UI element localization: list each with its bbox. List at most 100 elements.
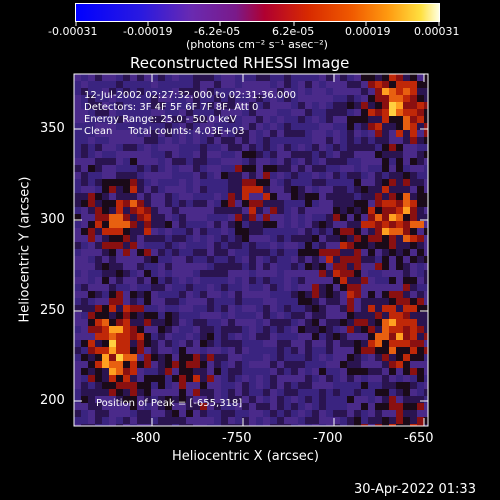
heatmap-cell	[95, 368, 103, 376]
heatmap-cell	[375, 298, 383, 306]
heatmap-cell	[410, 389, 418, 397]
heatmap-cell	[347, 186, 355, 194]
heatmap-cell	[305, 333, 313, 341]
heatmap-cell	[130, 333, 138, 341]
heatmap-cell	[137, 319, 145, 327]
heatmap-cell	[375, 109, 383, 117]
heatmap-cell	[102, 340, 110, 348]
heatmap-cell	[151, 284, 159, 292]
heatmap-cell	[354, 179, 362, 187]
heatmap-cell	[165, 361, 173, 369]
heatmap-cell	[186, 403, 194, 411]
heatmap-cell	[144, 277, 152, 285]
heatmap-cell	[305, 277, 313, 285]
heatmap-cell	[347, 375, 355, 383]
heatmap-cell	[284, 95, 292, 103]
heatmap-cell	[214, 235, 222, 243]
heatmap-cell	[298, 200, 306, 208]
heatmap-cell	[270, 172, 278, 180]
heatmap-cell	[256, 382, 264, 390]
heatmap-cell	[417, 95, 425, 103]
heatmap-cell	[333, 256, 341, 264]
heatmap-cell	[172, 375, 180, 383]
heatmap-cell	[95, 347, 103, 355]
heatmap-cell	[186, 298, 194, 306]
heatmap-cell	[312, 221, 320, 229]
heatmap-cell	[158, 389, 166, 397]
heatmap-cell	[249, 347, 257, 355]
heatmap-cell	[291, 333, 299, 341]
heatmap-cell	[368, 214, 376, 222]
heatmap-cell	[228, 116, 236, 124]
heatmap-cell	[165, 389, 173, 397]
heatmap-cell	[249, 396, 257, 404]
heatmap-cell	[242, 410, 250, 418]
heatmap-cell	[235, 256, 243, 264]
heatmap-cell	[130, 270, 138, 278]
heatmap-cell	[123, 305, 131, 313]
heatmap-cell	[172, 347, 180, 355]
heatmap-cell	[277, 158, 285, 166]
heatmap-cell	[396, 375, 404, 383]
heatmap-cell	[165, 333, 173, 341]
heatmap-cell	[102, 88, 110, 96]
heatmap-cell	[228, 319, 236, 327]
heatmap-cell	[305, 417, 313, 425]
heatmap-cell	[312, 165, 320, 173]
heatmap-cell	[277, 312, 285, 320]
heatmap-cell	[186, 193, 194, 201]
heatmap-cell	[179, 109, 187, 117]
heatmap-cell	[403, 417, 411, 425]
heatmap-cell	[354, 165, 362, 173]
heatmap-cell	[424, 116, 428, 124]
heatmap-cell	[291, 109, 299, 117]
heatmap-cell	[256, 193, 264, 201]
heatmap-cell	[249, 221, 257, 229]
heatmap-cell	[312, 375, 320, 383]
heatmap-cell	[95, 305, 103, 313]
heatmap-cell	[389, 151, 397, 159]
heatmap-cell	[221, 172, 229, 180]
heatmap-cell	[137, 396, 145, 404]
heatmap-cell	[326, 186, 334, 194]
heatmap-cell	[249, 256, 257, 264]
heatmap-cell	[256, 123, 264, 131]
heatmap-cell	[284, 298, 292, 306]
heatmap-cell	[375, 410, 383, 418]
heatmap-cell	[270, 179, 278, 187]
heatmap-cell	[179, 116, 187, 124]
heatmap-cell	[326, 298, 334, 306]
heatmap-cell	[109, 109, 117, 117]
heatmap-cell	[172, 102, 180, 110]
heatmap-cell	[326, 312, 334, 320]
heatmap-cell	[375, 165, 383, 173]
heatmap-cell	[291, 291, 299, 299]
heatmap-cell	[186, 382, 194, 390]
heatmap-cell	[158, 340, 166, 348]
heatmap-cell	[375, 319, 383, 327]
heatmap-cell	[284, 179, 292, 187]
heatmap-cell	[319, 186, 327, 194]
heatmap-cell	[74, 151, 82, 159]
heatmap-cell	[151, 74, 159, 82]
heatmap-cell	[242, 389, 250, 397]
heatmap-cell	[137, 333, 145, 341]
heatmap-cell	[256, 354, 264, 362]
heatmap-cell	[193, 207, 201, 215]
heatmap-cell	[375, 228, 383, 236]
heatmap-cell	[361, 109, 369, 117]
heatmap-cell	[242, 116, 250, 124]
heatmap-cell	[88, 368, 96, 376]
heatmap-cell	[242, 361, 250, 369]
heatmap-cell	[284, 424, 292, 426]
heatmap-cell	[319, 172, 327, 180]
heatmap-cell	[382, 228, 390, 236]
heatmap-cell	[207, 137, 215, 145]
heatmap-cell	[396, 305, 404, 313]
heatmap-cell	[165, 221, 173, 229]
heatmap-cell	[144, 319, 152, 327]
heatmap-cell	[249, 172, 257, 180]
heatmap-cell	[270, 410, 278, 418]
heatmap-cell	[277, 284, 285, 292]
heatmap-cell	[403, 74, 411, 82]
